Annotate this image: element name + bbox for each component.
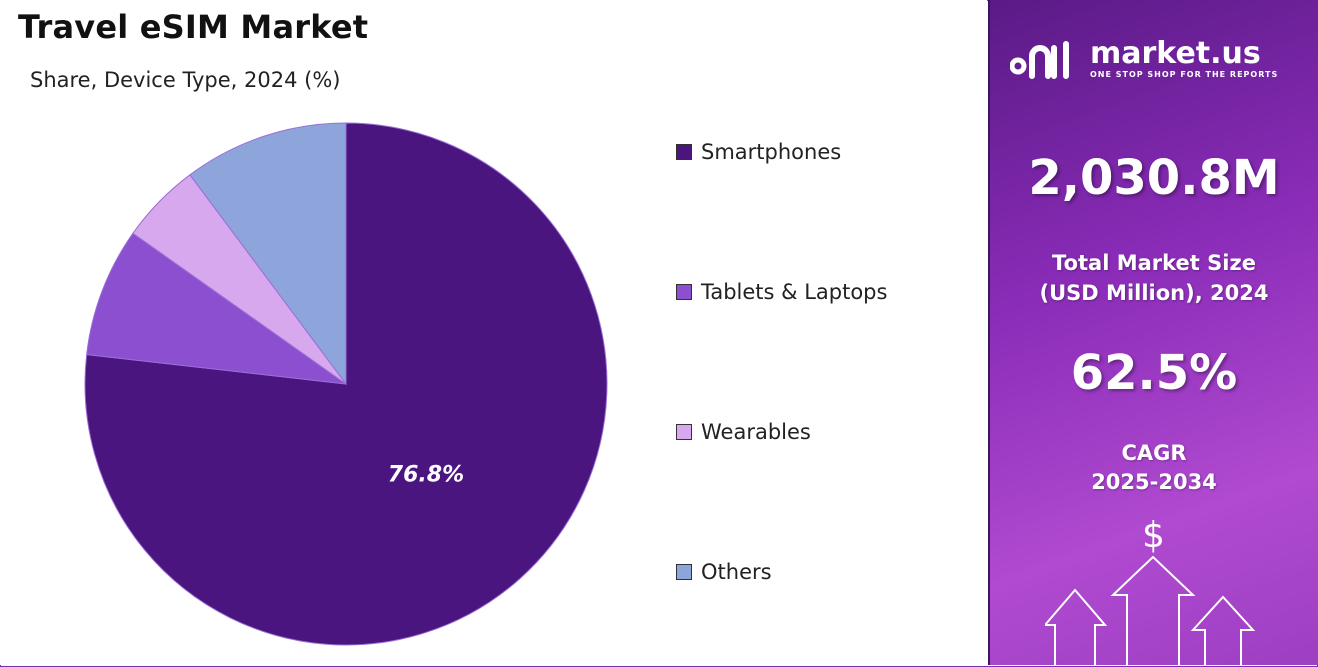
legend-label: Wearables xyxy=(701,420,811,444)
legend-label: Tablets & Laptops xyxy=(701,280,888,304)
market-us-logo-icon xyxy=(1010,41,1069,79)
market-size-label-line2: (USD Million), 2024 xyxy=(1039,281,1269,305)
market-size-value: 2,030.8M xyxy=(1028,150,1280,206)
legend-swatch-smartphones xyxy=(676,144,692,160)
legend-item-wearables: Wearables xyxy=(676,420,811,444)
legend-label: Others xyxy=(701,560,772,584)
dollar-icon: $ xyxy=(1142,515,1165,556)
growth-arrows-icon xyxy=(1045,555,1256,665)
cagr-label-line2: 2025-2034 xyxy=(1091,470,1217,494)
pie-slice-tablets-laptops xyxy=(86,232,347,385)
cagr-label-line1: CAGR xyxy=(1121,441,1187,465)
legend-item-tablets-laptops: Tablets & Laptops xyxy=(676,280,887,304)
pie-chart: 76.8% xyxy=(84,122,608,646)
pie-slice-smartphones xyxy=(84,122,608,646)
chart-subtitle: Share, Device Type, 2024 (%) xyxy=(30,68,341,92)
summary-panel: market.us ONE STOP SHOP FOR THE REPORTS … xyxy=(988,0,1318,665)
market-size-label-line1: Total Market Size xyxy=(1052,251,1256,275)
chart-panel: Travel eSIM Market Share, Device Type, 2… xyxy=(18,8,888,646)
chart-title: Travel eSIM Market xyxy=(18,8,369,46)
legend-item-others: Others xyxy=(676,560,772,584)
data-label-smartphones: 76.8% xyxy=(388,463,464,488)
legend-swatch-tablets-laptops xyxy=(676,284,692,300)
brand-tagline: ONE STOP SHOP FOR THE REPORTS xyxy=(1090,70,1279,79)
brand-name: market.us xyxy=(1090,36,1261,71)
cagr-value: 62.5% xyxy=(1070,345,1238,401)
legend-swatch-wearables xyxy=(676,424,692,440)
legend-label: Smartphones xyxy=(701,140,842,164)
legend-swatch-others xyxy=(676,564,692,580)
legend-item-smartphones: Smartphones xyxy=(676,140,841,164)
pie-slice-others xyxy=(189,122,347,386)
